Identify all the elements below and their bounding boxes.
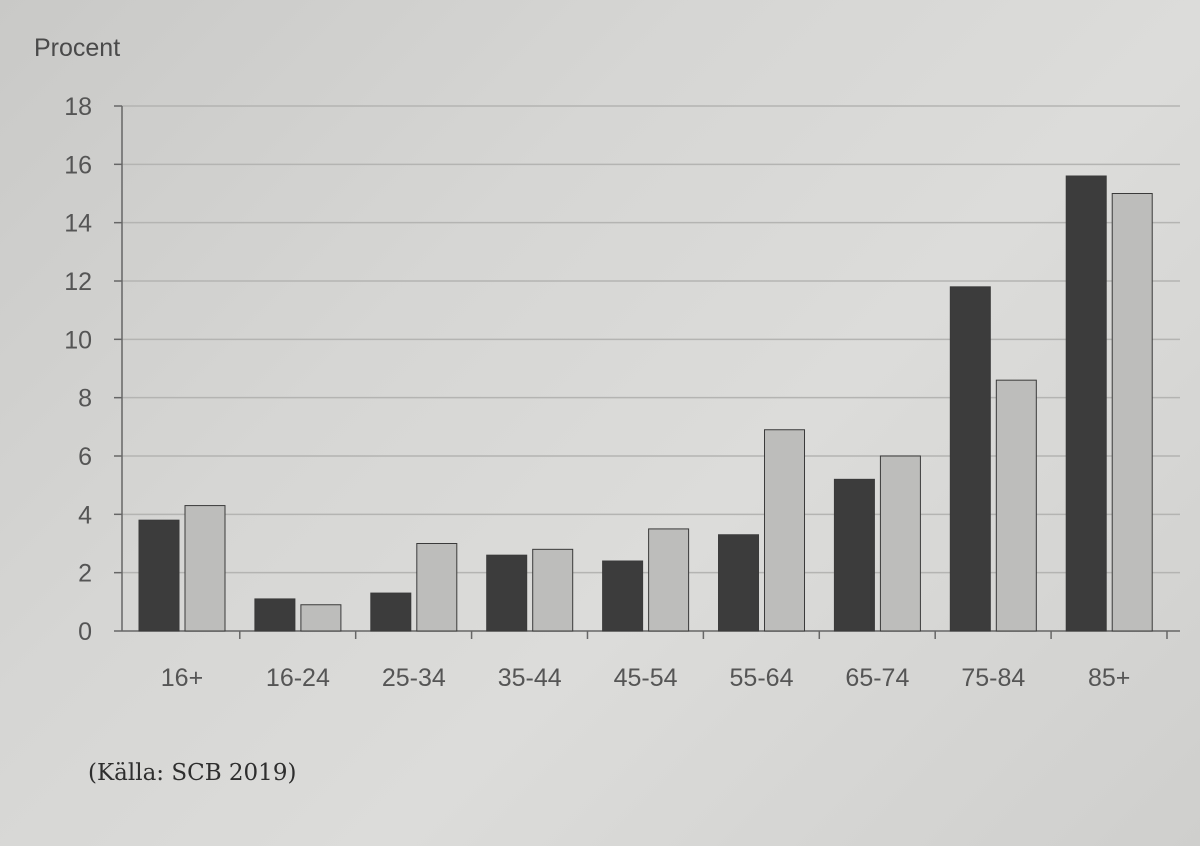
bar-85+-series-1: [1065, 175, 1107, 632]
bar-16-24-series-1: [254, 598, 296, 632]
y-tick-label: 16: [64, 151, 92, 179]
source-note: (Källa: SCB 2019): [88, 760, 297, 786]
y-axis-label: Procent: [34, 34, 120, 62]
bar-65-74-series-2: [879, 455, 921, 632]
x-tick-label: 35-44: [498, 664, 562, 692]
gridlines: [122, 105, 1180, 574]
x-tick-label: 55-64: [730, 664, 794, 692]
y-tick-label: 6: [78, 443, 92, 471]
y-tick-label: 12: [64, 268, 92, 296]
bar-75-84-series-1: [949, 286, 991, 632]
x-tick-label: 65-74: [845, 664, 909, 692]
bar-16-24-series-2: [300, 604, 342, 632]
bar-75-84-series-2: [995, 379, 1037, 632]
x-tick-label: 75-84: [961, 664, 1025, 692]
bar-35-44-series-2: [532, 548, 574, 632]
bar-16+-series-1: [138, 519, 180, 632]
bar-85+-series-2: [1111, 193, 1153, 632]
x-tick-label: 16-24: [266, 664, 330, 692]
x-tick-label: 45-54: [614, 664, 678, 692]
y-tick-label: 10: [64, 326, 92, 354]
bar-45-54-series-1: [602, 560, 644, 632]
y-tick-label: 8: [78, 385, 92, 413]
bars: [138, 175, 1153, 632]
bar-55-64-series-1: [718, 534, 760, 632]
bar-55-64-series-2: [764, 429, 806, 632]
bar-25-34-series-1: [370, 592, 412, 632]
y-tick-label: 14: [64, 210, 92, 238]
y-tick-label: 4: [78, 501, 92, 529]
bar-65-74-series-1: [833, 478, 875, 632]
x-tick-label: 16+: [161, 664, 203, 692]
y-tick-label: 2: [78, 560, 92, 588]
x-tick-label: 25-34: [382, 664, 446, 692]
y-tick-label: 0: [78, 618, 92, 646]
y-tick-label: 18: [64, 93, 92, 121]
category-labels: 16+ 16-24 25-34 35-44 45-54 55-64 65-74 75-84 85…: [161, 664, 1131, 692]
bar-45-54-series-2: [648, 528, 690, 632]
bar-16+-series-2: [184, 505, 226, 632]
x-tick-label: 85+: [1088, 664, 1130, 692]
bar-35-44-series-1: [486, 554, 528, 632]
bar-25-34-series-2: [416, 543, 458, 632]
y-tick-labels: 0 2 4 6 8 10 12 14 16 18: [64, 93, 92, 646]
